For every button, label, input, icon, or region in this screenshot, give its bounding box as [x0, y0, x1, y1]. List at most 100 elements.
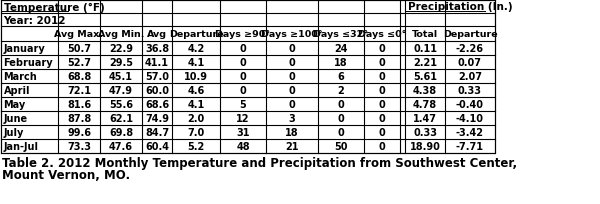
Text: Avg Max.: Avg Max.	[55, 30, 104, 39]
Text: 52.7: 52.7	[67, 58, 91, 68]
Text: 4.2: 4.2	[187, 44, 205, 54]
Text: 41.1: 41.1	[145, 58, 169, 68]
Text: 22.9: 22.9	[109, 44, 133, 54]
Text: April: April	[4, 86, 30, 95]
Text: July: July	[4, 127, 24, 137]
Text: 36.8: 36.8	[145, 44, 169, 54]
Text: 10.9: 10.9	[184, 72, 208, 82]
Text: June: June	[4, 113, 28, 123]
Text: 21: 21	[285, 141, 299, 151]
Text: -4.10: -4.10	[456, 113, 484, 123]
Text: 45.1: 45.1	[109, 72, 133, 82]
Text: 5.61: 5.61	[413, 72, 437, 82]
Text: 68.6: 68.6	[145, 100, 169, 110]
Text: 4.6: 4.6	[187, 86, 205, 95]
Text: 0: 0	[379, 58, 385, 68]
Text: 99.6: 99.6	[67, 127, 91, 137]
Text: 0: 0	[289, 58, 295, 68]
Text: 0: 0	[338, 113, 344, 123]
Text: Precipitation (In.): Precipitation (In.)	[407, 2, 512, 12]
Text: 0.33: 0.33	[413, 127, 437, 137]
Text: Total: Total	[412, 30, 438, 39]
Text: 18: 18	[334, 58, 348, 68]
Text: 18: 18	[285, 127, 299, 137]
Text: 0: 0	[289, 100, 295, 110]
Text: Days ≥100°: Days ≥100°	[261, 30, 323, 39]
Text: 50: 50	[334, 141, 348, 151]
Text: 0: 0	[239, 58, 247, 68]
Text: 47.6: 47.6	[109, 141, 133, 151]
Text: 31: 31	[236, 127, 250, 137]
Text: 69.8: 69.8	[109, 127, 133, 137]
Text: 72.1: 72.1	[67, 86, 91, 95]
Text: 74.9: 74.9	[145, 113, 169, 123]
Text: January: January	[4, 44, 45, 54]
Text: 0.33: 0.33	[458, 86, 482, 95]
Text: 2.07: 2.07	[458, 72, 482, 82]
Text: Days ≤0°: Days ≤0°	[358, 30, 406, 39]
Text: Mount Vernon, MO.: Mount Vernon, MO.	[2, 168, 130, 181]
Text: 0: 0	[289, 44, 295, 54]
Text: May: May	[4, 100, 26, 110]
Text: 0: 0	[379, 113, 385, 123]
Text: 68.8: 68.8	[67, 72, 91, 82]
Text: Jan-Jul: Jan-Jul	[4, 141, 38, 151]
Text: 5.2: 5.2	[187, 141, 205, 151]
Text: 0.11: 0.11	[413, 44, 437, 54]
Text: 4.78: 4.78	[413, 100, 437, 110]
Text: Avg: Avg	[147, 30, 167, 39]
Text: 4.38: 4.38	[413, 86, 437, 95]
Text: 2.0: 2.0	[187, 113, 205, 123]
Bar	[1, 1, 495, 153]
Text: -0.40: -0.40	[456, 100, 484, 110]
Text: 18.90: 18.90	[410, 141, 440, 151]
Text: 6: 6	[338, 72, 344, 82]
Text: 0.07: 0.07	[458, 58, 482, 68]
Text: 2.21: 2.21	[413, 58, 437, 68]
Text: 0: 0	[239, 72, 247, 82]
Text: Table 2. 2012 Monthly Temperature and Precipitation from Southwest Center,: Table 2. 2012 Monthly Temperature and Pr…	[2, 156, 517, 169]
Text: 0: 0	[239, 86, 247, 95]
Text: 0: 0	[289, 86, 295, 95]
Text: Departure: Departure	[169, 30, 223, 39]
Text: 48: 48	[236, 141, 250, 151]
Text: Departure: Departure	[443, 30, 497, 39]
Text: 0: 0	[379, 72, 385, 82]
Text: 60.0: 60.0	[145, 86, 169, 95]
Text: March: March	[4, 72, 37, 82]
Text: 5: 5	[239, 100, 247, 110]
Text: 3: 3	[289, 113, 295, 123]
Text: 0: 0	[338, 100, 344, 110]
Text: 57.0: 57.0	[145, 72, 169, 82]
Text: 4.1: 4.1	[187, 100, 205, 110]
Text: 0: 0	[379, 44, 385, 54]
Text: -7.71: -7.71	[456, 141, 484, 151]
Text: 60.4: 60.4	[145, 141, 169, 151]
Text: 50.7: 50.7	[67, 44, 91, 54]
Text: 24: 24	[334, 44, 348, 54]
Text: 81.6: 81.6	[67, 100, 91, 110]
Text: 2: 2	[338, 86, 344, 95]
Text: 87.8: 87.8	[67, 113, 91, 123]
Text: -2.26: -2.26	[456, 44, 484, 54]
Text: 12: 12	[236, 113, 250, 123]
Text: 0: 0	[338, 127, 344, 137]
Text: 1.47: 1.47	[413, 113, 437, 123]
Text: 4.1: 4.1	[187, 58, 205, 68]
Text: 0: 0	[379, 127, 385, 137]
Text: 0: 0	[379, 141, 385, 151]
Text: 0: 0	[239, 44, 247, 54]
Text: 73.3: 73.3	[67, 141, 91, 151]
Text: -3.42: -3.42	[456, 127, 484, 137]
Text: 0: 0	[379, 100, 385, 110]
Text: Days ≥90°: Days ≥90°	[215, 30, 271, 39]
Text: 84.7: 84.7	[145, 127, 169, 137]
Text: Avg Min.: Avg Min.	[98, 30, 144, 39]
Text: Temperature (°F): Temperature (°F)	[4, 2, 104, 12]
Text: Year: 2012: Year: 2012	[4, 16, 66, 25]
Text: 55.6: 55.6	[109, 100, 133, 110]
Text: 47.9: 47.9	[109, 86, 133, 95]
Text: 0: 0	[379, 86, 385, 95]
Text: 62.1: 62.1	[109, 113, 133, 123]
Text: Days ≤32°: Days ≤32°	[313, 30, 368, 39]
